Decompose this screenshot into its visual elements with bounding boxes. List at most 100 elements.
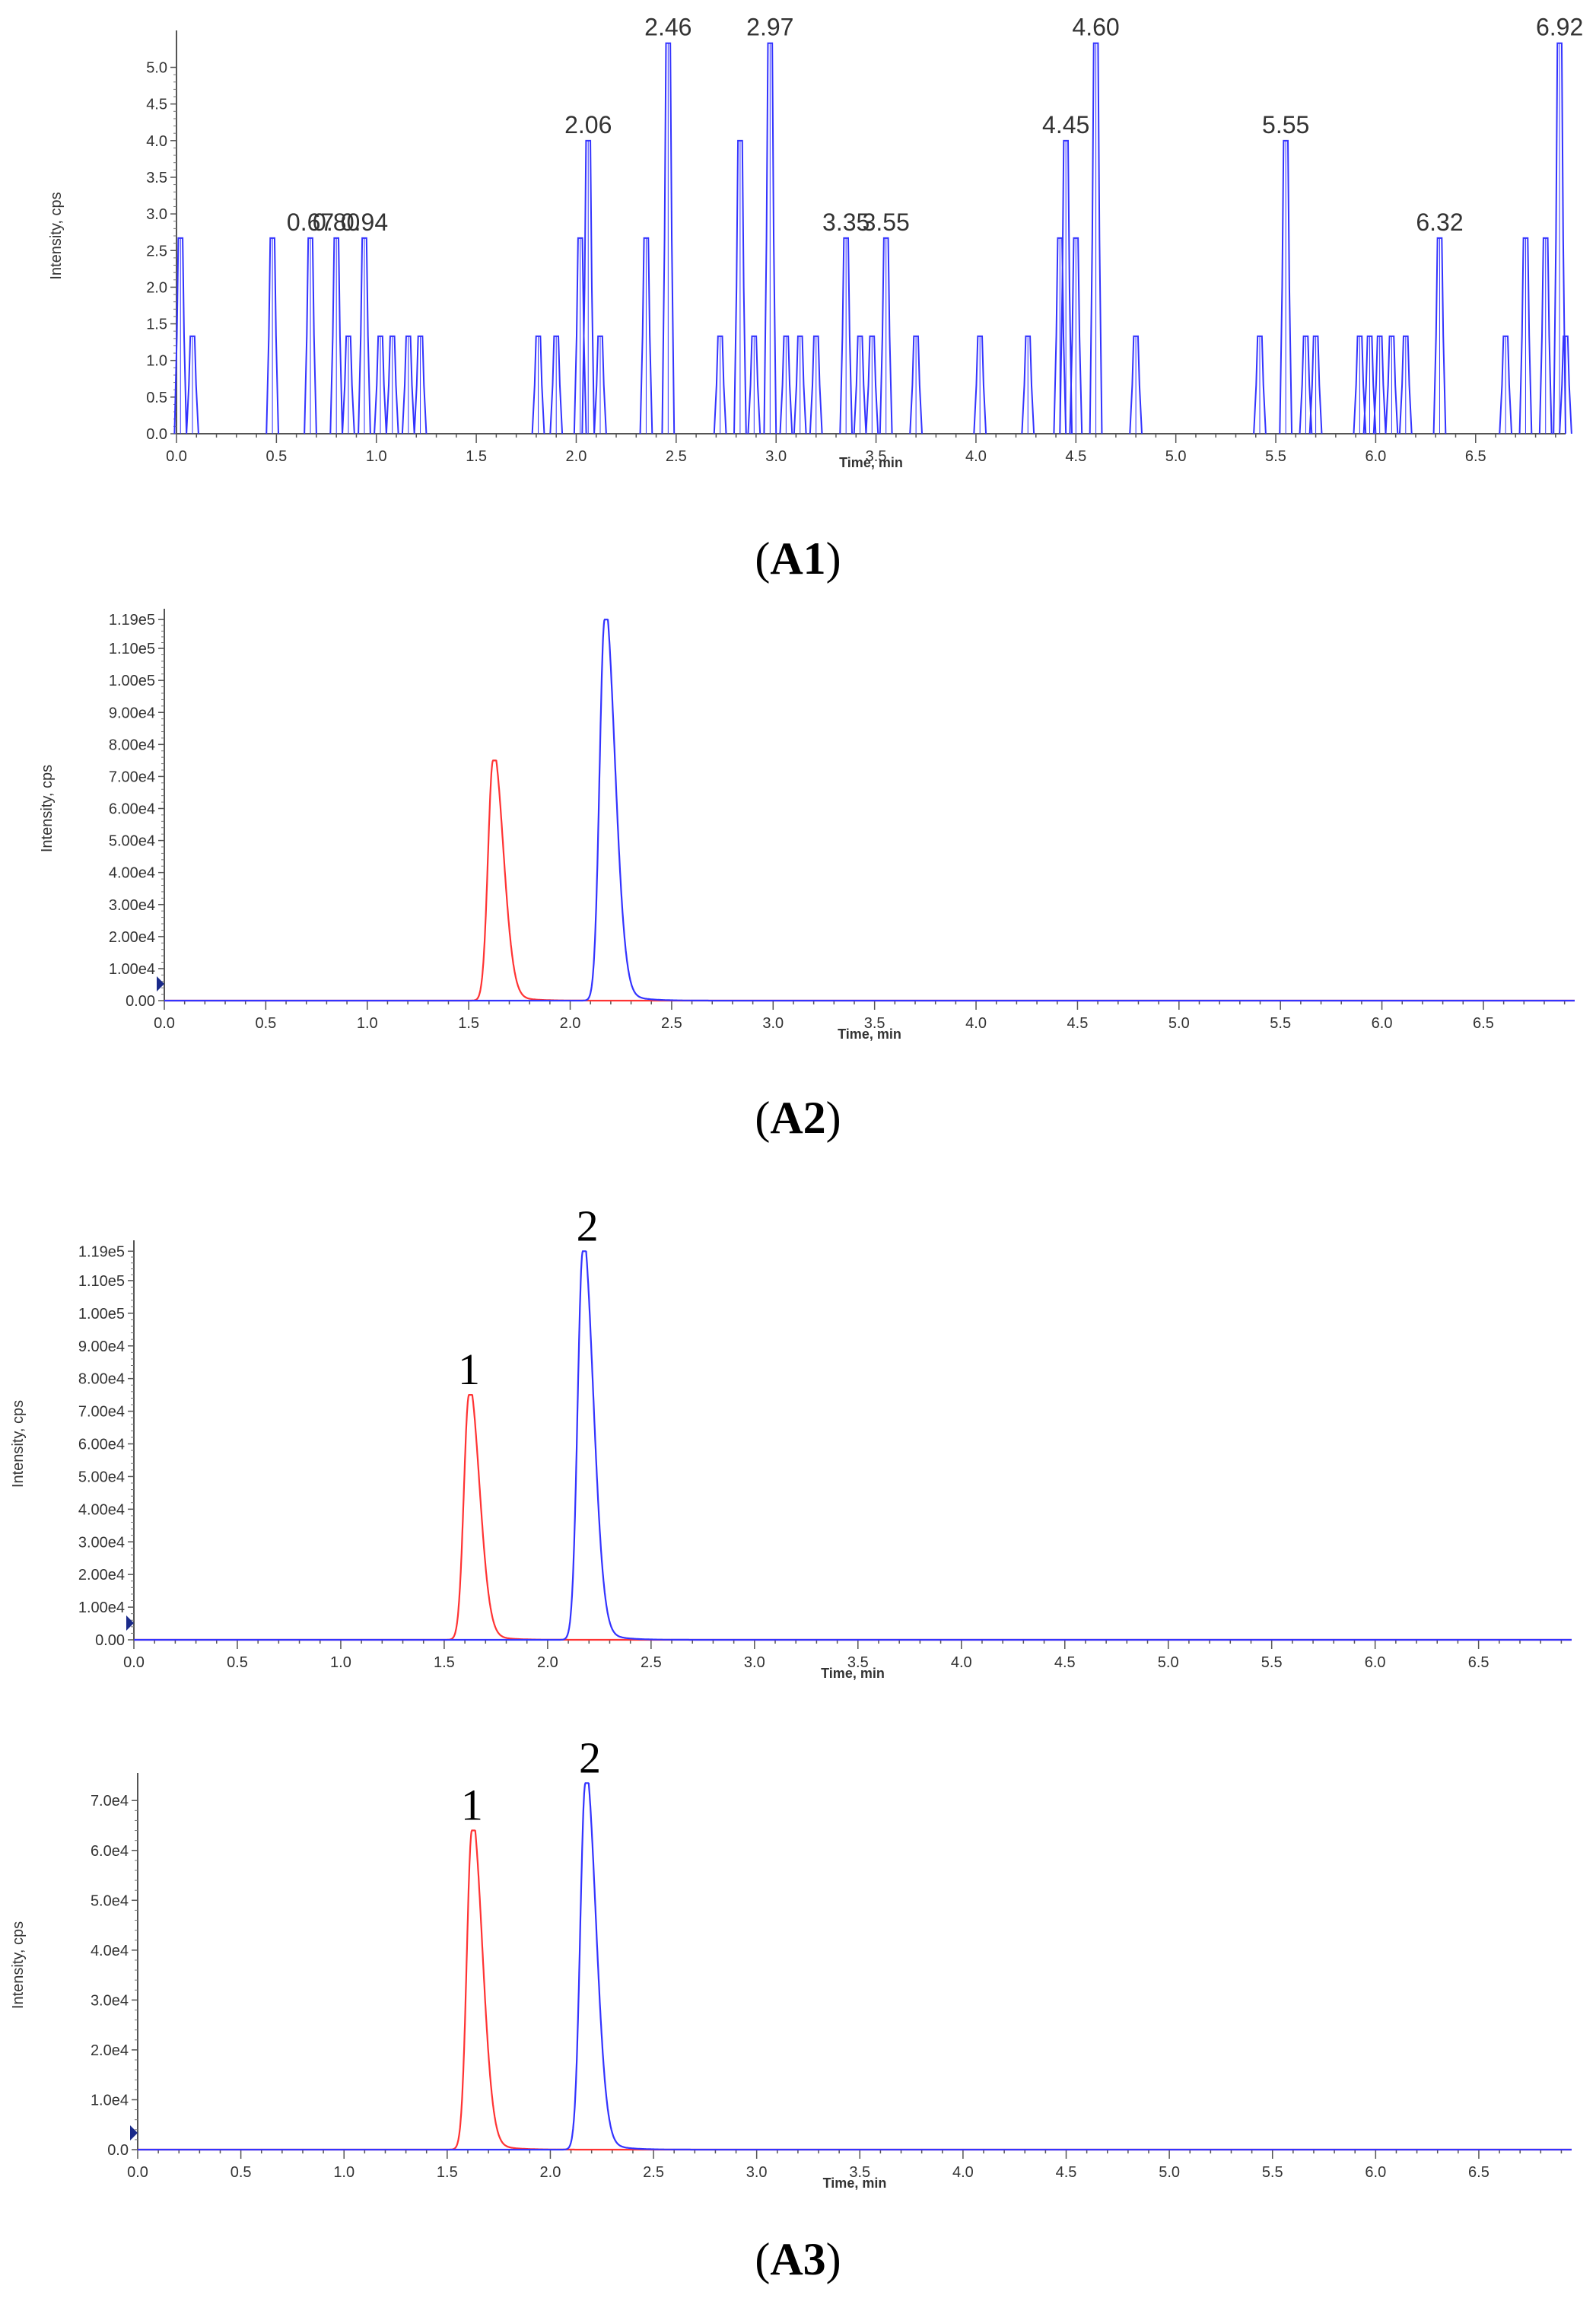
y-tick-label: 1.0e4 — [91, 2092, 129, 2109]
peak-number-label: 2 — [577, 1201, 599, 1250]
x-tick-label: 6.5 — [1473, 1015, 1494, 1032]
x-tick-label: 2.0 — [566, 448, 587, 465]
x-tick-label: 1.5 — [466, 448, 487, 465]
peak-trace-2 — [138, 1782, 1572, 2151]
start-marker-icon — [126, 1615, 134, 1631]
x-tick-label: 0.5 — [230, 2164, 252, 2181]
chart-a3-bottom: 0.0 0.5 1.0 1.5 2.0 2.5 3.0 3.5 4.0 4.5 5.0 5.5 6.0 6… — [10, 1733, 1572, 2191]
x-tick-label: 3.5 — [847, 1654, 869, 1671]
y-tick-label: 1.10e5 — [109, 641, 155, 657]
x-tick-label: 3.5 — [864, 1015, 885, 1032]
y-tick-label: 7.00e4 — [78, 1404, 125, 1421]
y-axis-label: Intensity, cps — [10, 1921, 27, 2009]
x-tick-label: 1.5 — [434, 1654, 455, 1671]
y-tick-label: 0.00 — [95, 1632, 125, 1649]
x-tick-label: 2.0 — [540, 2164, 561, 2181]
x-axis-label: Time, min — [838, 1026, 901, 1042]
x-tick-label: 0.0 — [154, 1015, 175, 1032]
x-tick-label: 2.5 — [661, 1015, 682, 1032]
y-tick-label: 8.00e4 — [109, 737, 155, 753]
x-tick-label: 4.5 — [1065, 448, 1086, 465]
peak-trace-1 — [138, 1829, 1572, 2151]
panel-label-a3: (A3) — [755, 2234, 841, 2284]
y-tick-label: 0.0 — [107, 2142, 129, 2159]
y-tick-label: 3.0e4 — [91, 1992, 129, 2009]
x-tick-label: 1.5 — [458, 1015, 479, 1032]
x-tick-label: 4.0 — [965, 448, 987, 465]
y-tick-label: 5.0e4 — [91, 1892, 129, 1909]
peak-number-label: 1 — [458, 1345, 480, 1394]
y-tick-label: 0.00 — [126, 993, 155, 1010]
x-axis-label: Time, min — [823, 2176, 887, 2191]
x-tick-label: 1.5 — [437, 2164, 458, 2181]
x-tick-label: 5.5 — [1261, 1654, 1283, 1671]
y-tick-label: 5.0 — [146, 60, 167, 77]
y-tick-label: 1.00e5 — [109, 673, 155, 689]
y-tick-label: 5.00e4 — [109, 833, 155, 850]
y-tick-label: 1.0 — [146, 353, 167, 370]
peak-trace-2 — [134, 1250, 1572, 1641]
retention-time-label: 0.80 — [313, 208, 360, 236]
y-tick-label: 7.0e4 — [91, 1793, 129, 1810]
y-tick-label: 4.0 — [146, 133, 167, 150]
x-axis-label: Time, min — [821, 1666, 885, 1681]
retention-time-label: 3.35 — [822, 208, 870, 236]
y-tick-label: 1.00e4 — [78, 1599, 125, 1616]
x-tick-label: 6.0 — [1365, 448, 1386, 465]
x-tick-label: 6.0 — [1365, 1654, 1386, 1671]
panel-label-a1: (A1) — [755, 533, 841, 584]
y-tick-label: 2.5 — [146, 243, 167, 259]
y-tick-label: 2.00e4 — [109, 929, 155, 946]
y-tick-label: 4.0e4 — [91, 1943, 129, 1959]
y-tick-label: 4.00e4 — [109, 865, 155, 882]
x-tick-label: 5.0 — [1168, 1015, 1190, 1032]
x-tick-label: 2.5 — [641, 1654, 662, 1671]
y-tick-label: 4.00e4 — [78, 1501, 125, 1518]
y-tick-label: 4.5 — [146, 97, 167, 113]
y-tick-label: 0.5 — [146, 390, 167, 406]
x-tick-label: 4.0 — [951, 1654, 972, 1671]
x-tick-label: 6.5 — [1465, 448, 1486, 465]
x-tick-label: 1.0 — [366, 448, 387, 465]
x-tick-label: 3.5 — [866, 448, 887, 465]
x-tick-label: 5.0 — [1158, 1654, 1179, 1671]
x-tick-label: 2.5 — [643, 2164, 664, 2181]
x-tick-label: 3.0 — [765, 448, 787, 465]
x-tick-label: 5.5 — [1270, 1015, 1291, 1032]
chart-a3-top: 0.0 0.5 1.0 1.5 2.0 2.5 3.0 3.5 4.0 4.5 5.0 5.5 6.0 6… — [10, 1201, 1572, 1681]
start-marker-icon — [157, 976, 164, 991]
x-tick-label: 6.5 — [1468, 2164, 1489, 2181]
y-tick-label: 9.00e4 — [109, 705, 155, 721]
x-tick-label: 6.0 — [1372, 1015, 1393, 1032]
y-tick-label: 7.00e4 — [109, 769, 155, 785]
start-marker-icon — [130, 2125, 138, 2141]
x-tick-label: 5.5 — [1265, 448, 1286, 465]
panel-label-a2: (A2) — [755, 1093, 841, 1143]
x-tick-label: 0.5 — [255, 1015, 276, 1032]
x-tick-label: 3.0 — [744, 1654, 765, 1671]
x-tick-label: 0.0 — [123, 1654, 145, 1671]
x-tick-label: 3.5 — [849, 2164, 870, 2181]
y-tick-label: 6.0e4 — [91, 1843, 129, 1860]
x-tick-label: 0.0 — [127, 2164, 148, 2181]
x-tick-label: 4.5 — [1067, 1015, 1089, 1032]
x-tick-label: 0.5 — [227, 1654, 248, 1671]
x-tick-label: 5.0 — [1165, 448, 1187, 465]
noise-trace — [173, 42, 1572, 434]
y-tick-label: 6.00e4 — [78, 1437, 125, 1453]
retention-time-label: 5.55 — [1262, 111, 1309, 138]
retention-time-label: 6.92 — [1536, 14, 1583, 41]
retention-time-label: 4.45 — [1042, 111, 1089, 138]
y-tick-label: 1.19e5 — [109, 612, 155, 629]
x-tick-label: 1.0 — [330, 1654, 351, 1671]
x-tick-label: 4.5 — [1056, 2164, 1077, 2181]
retention-time-label: 2.46 — [644, 14, 691, 41]
x-tick-label: 5.0 — [1159, 2164, 1180, 2181]
peak-trace-1 — [134, 1394, 1572, 1641]
y-tick-label: 1.5 — [146, 317, 167, 333]
y-tick-label: 3.00e4 — [78, 1534, 125, 1551]
x-tick-label: 3.0 — [762, 1015, 784, 1032]
y-tick-label: 2.00e4 — [78, 1567, 125, 1584]
peak-number-label: 1 — [461, 1781, 483, 1830]
